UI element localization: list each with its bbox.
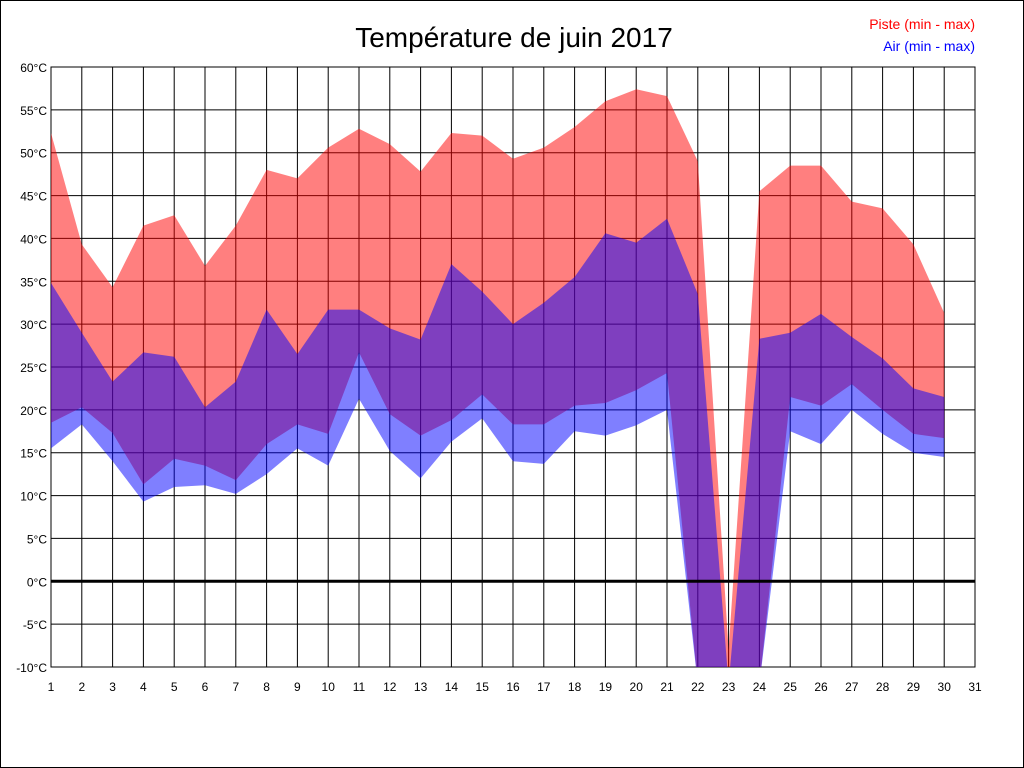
y-tick-label: 45°C bbox=[20, 190, 47, 204]
y-tick-label: 10°C bbox=[20, 490, 47, 504]
x-tick-label: 4 bbox=[140, 680, 147, 694]
x-tick-label: 24 bbox=[753, 680, 767, 694]
x-tick-label: 15 bbox=[476, 680, 490, 694]
x-tick-label: 16 bbox=[506, 680, 520, 694]
y-tick-label: 20°C bbox=[20, 404, 47, 418]
y-tick-label: 15°C bbox=[20, 447, 47, 461]
x-tick-label: 19 bbox=[599, 680, 613, 694]
x-tick-label: 20 bbox=[630, 680, 644, 694]
x-tick-label: 13 bbox=[414, 680, 428, 694]
y-tick-label: 25°C bbox=[20, 361, 47, 375]
x-tick-label: 10 bbox=[322, 680, 336, 694]
x-tick-label: 30 bbox=[938, 680, 952, 694]
x-tick-label: 1 bbox=[48, 680, 55, 694]
x-tick-label: 27 bbox=[845, 680, 859, 694]
x-tick-label: 18 bbox=[568, 680, 582, 694]
x-tick-label: 21 bbox=[660, 680, 674, 694]
y-tick-label: 0°C bbox=[27, 575, 47, 589]
x-tick-label: 12 bbox=[383, 680, 397, 694]
x-tick-label: 28 bbox=[876, 680, 890, 694]
x-tick-label: 2 bbox=[78, 680, 85, 694]
x-tick-label: 3 bbox=[109, 680, 116, 694]
y-tick-label: 35°C bbox=[20, 275, 47, 289]
x-tick-label: 29 bbox=[907, 680, 921, 694]
y-tick-label: 55°C bbox=[20, 104, 47, 118]
chart-title: Température de juin 2017 bbox=[355, 22, 673, 53]
x-tick-label: 31 bbox=[968, 680, 982, 694]
y-tick-label: 40°C bbox=[20, 232, 47, 246]
y-tick-label: 5°C bbox=[27, 532, 47, 546]
y-tick-label: -5°C bbox=[23, 618, 47, 632]
x-tick-label: 8 bbox=[263, 680, 270, 694]
series-areas bbox=[51, 89, 945, 667]
y-tick-label: -10°C bbox=[16, 661, 47, 675]
x-tick-label: 26 bbox=[814, 680, 828, 694]
x-tick-label: 17 bbox=[537, 680, 551, 694]
x-tick-label: 25 bbox=[784, 680, 798, 694]
x-tick-label: 9 bbox=[294, 680, 301, 694]
y-tick-label: 60°C bbox=[20, 61, 47, 75]
series-band-air bbox=[51, 218, 945, 667]
x-tick-label: 22 bbox=[691, 680, 705, 694]
x-tick-label: 5 bbox=[171, 680, 178, 694]
x-tick-label: 6 bbox=[202, 680, 209, 694]
x-tick-label: 23 bbox=[722, 680, 736, 694]
legend-air: Air (min - max) bbox=[883, 38, 975, 54]
x-tick-label: 14 bbox=[445, 680, 459, 694]
x-tick-label: 11 bbox=[353, 680, 366, 694]
y-tick-label: 50°C bbox=[20, 147, 47, 161]
legend-piste: Piste (min - max) bbox=[869, 16, 975, 32]
y-tick-label: 30°C bbox=[20, 318, 47, 332]
axes: 1 2 3 4 5 6 7 8 9 10 11 12 13 14 15 16 17 18 19 20 21 22 23 24 2… bbox=[16, 61, 982, 694]
x-tick-label: 7 bbox=[232, 680, 239, 694]
